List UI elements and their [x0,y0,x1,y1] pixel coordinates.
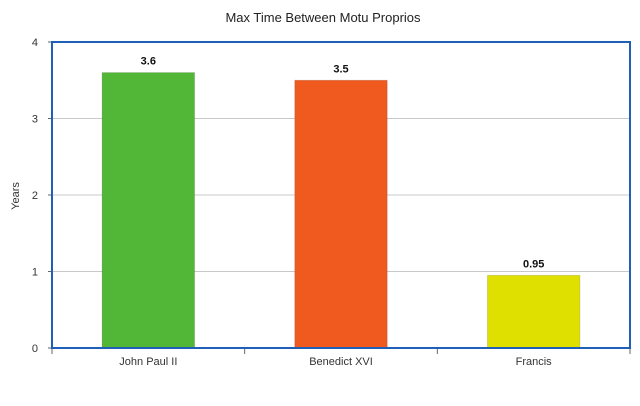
data-label: 0.95 [523,258,544,270]
data-label: 3.6 [141,56,156,68]
x-category-label: Benedict XVI [309,356,373,368]
y-tick-label: 0 [32,343,38,355]
bar-benedict-xvi [294,79,388,349]
axis-layer: 0 1 2 3 4 John Paul II Benedict XVI Francis [32,37,631,368]
bar-john-paul-ii [101,72,196,349]
x-category-label: Francis [516,356,553,368]
label-layer: 3.6 3.5 0.95 [141,56,545,271]
y-tick-label: 1 [32,267,38,279]
x-category-label: John Paul II [119,356,177,368]
y-tick-label: 3 [32,114,38,126]
data-label: 3.5 [333,63,348,75]
bar-francis [486,274,581,349]
y-tick-label: 2 [32,190,38,202]
y-tick-label: 4 [32,37,38,49]
y-axis-label: Years [10,182,22,210]
plot-frame [51,41,631,349]
chart-title: Max Time Between Motu Proprios [225,10,421,25]
bar-layer [101,72,581,349]
